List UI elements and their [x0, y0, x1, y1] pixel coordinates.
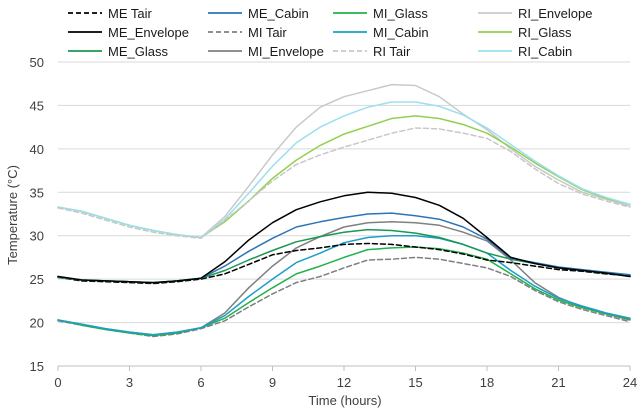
y-tick-label: 30 — [30, 229, 44, 244]
axes — [57, 365, 631, 371]
x-tick-label: 24 — [623, 375, 637, 390]
legend: ME Tair ME_Envelope ME_Glass ME_Cabin MI Tai… — [68, 6, 592, 59]
legend-label: MI_Glass — [373, 6, 428, 21]
legend-label: MI_Cabin — [373, 25, 429, 40]
series-line-me-envelope — [57, 191, 631, 284]
gridlines — [58, 61, 630, 324]
legend-label: ME_Glass — [108, 44, 168, 59]
x-tick-label: 0 — [54, 375, 61, 390]
y-tick-label: 15 — [30, 359, 44, 374]
series-line-me-tair — [57, 242, 631, 285]
tick-labels: 15 20 25 30 35 40 45 50 0 3 6 9 12 15 18 21 24 — [30, 55, 638, 390]
series-line-ri-tair — [57, 127, 631, 240]
series-line-ri-glass — [57, 115, 631, 239]
series-line-ri-cabin — [57, 101, 631, 239]
legend-label: RI_Glass — [518, 25, 572, 40]
series-line-mi-tair — [57, 256, 631, 338]
legend-label: RI Tair — [373, 44, 411, 59]
legend-label: RI_Envelope — [518, 6, 592, 21]
series-line-me-cabin — [57, 212, 631, 284]
x-tick-label: 18 — [480, 375, 494, 390]
x-axis-title: Time (hours) — [308, 393, 381, 408]
legend-label: ME_Envelope — [108, 25, 189, 40]
series-line-ri-envelope — [57, 83, 631, 239]
x-tick-label: 9 — [269, 375, 276, 390]
y-tick-label: 25 — [30, 272, 44, 287]
x-tick-label: 6 — [197, 375, 204, 390]
y-tick-label: 35 — [30, 185, 44, 200]
y-tick-label: 50 — [30, 55, 44, 70]
series-line-mi-glass — [57, 246, 631, 337]
x-tick-label: 21 — [551, 375, 565, 390]
series-lines — [57, 83, 631, 338]
x-tick-label: 15 — [408, 375, 422, 390]
legend-label: ME_Cabin — [248, 6, 309, 21]
y-tick-label: 40 — [30, 142, 44, 157]
y-tick-label: 20 — [30, 316, 44, 331]
y-axis-title: Temperature (°C) — [5, 165, 20, 265]
series-line-mi-cabin — [57, 234, 631, 336]
x-tick-label: 12 — [337, 375, 351, 390]
legend-label: ME Tair — [108, 6, 152, 21]
x-tick-label: 3 — [126, 375, 133, 390]
series-line-me-glass — [57, 228, 631, 284]
legend-label: MI_Envelope — [248, 44, 324, 59]
legend-label: MI Tair — [248, 25, 287, 40]
y-tick-label: 45 — [30, 98, 44, 113]
legend-label: RI_Cabin — [518, 44, 572, 59]
series-line-mi-envelope — [57, 221, 631, 336]
